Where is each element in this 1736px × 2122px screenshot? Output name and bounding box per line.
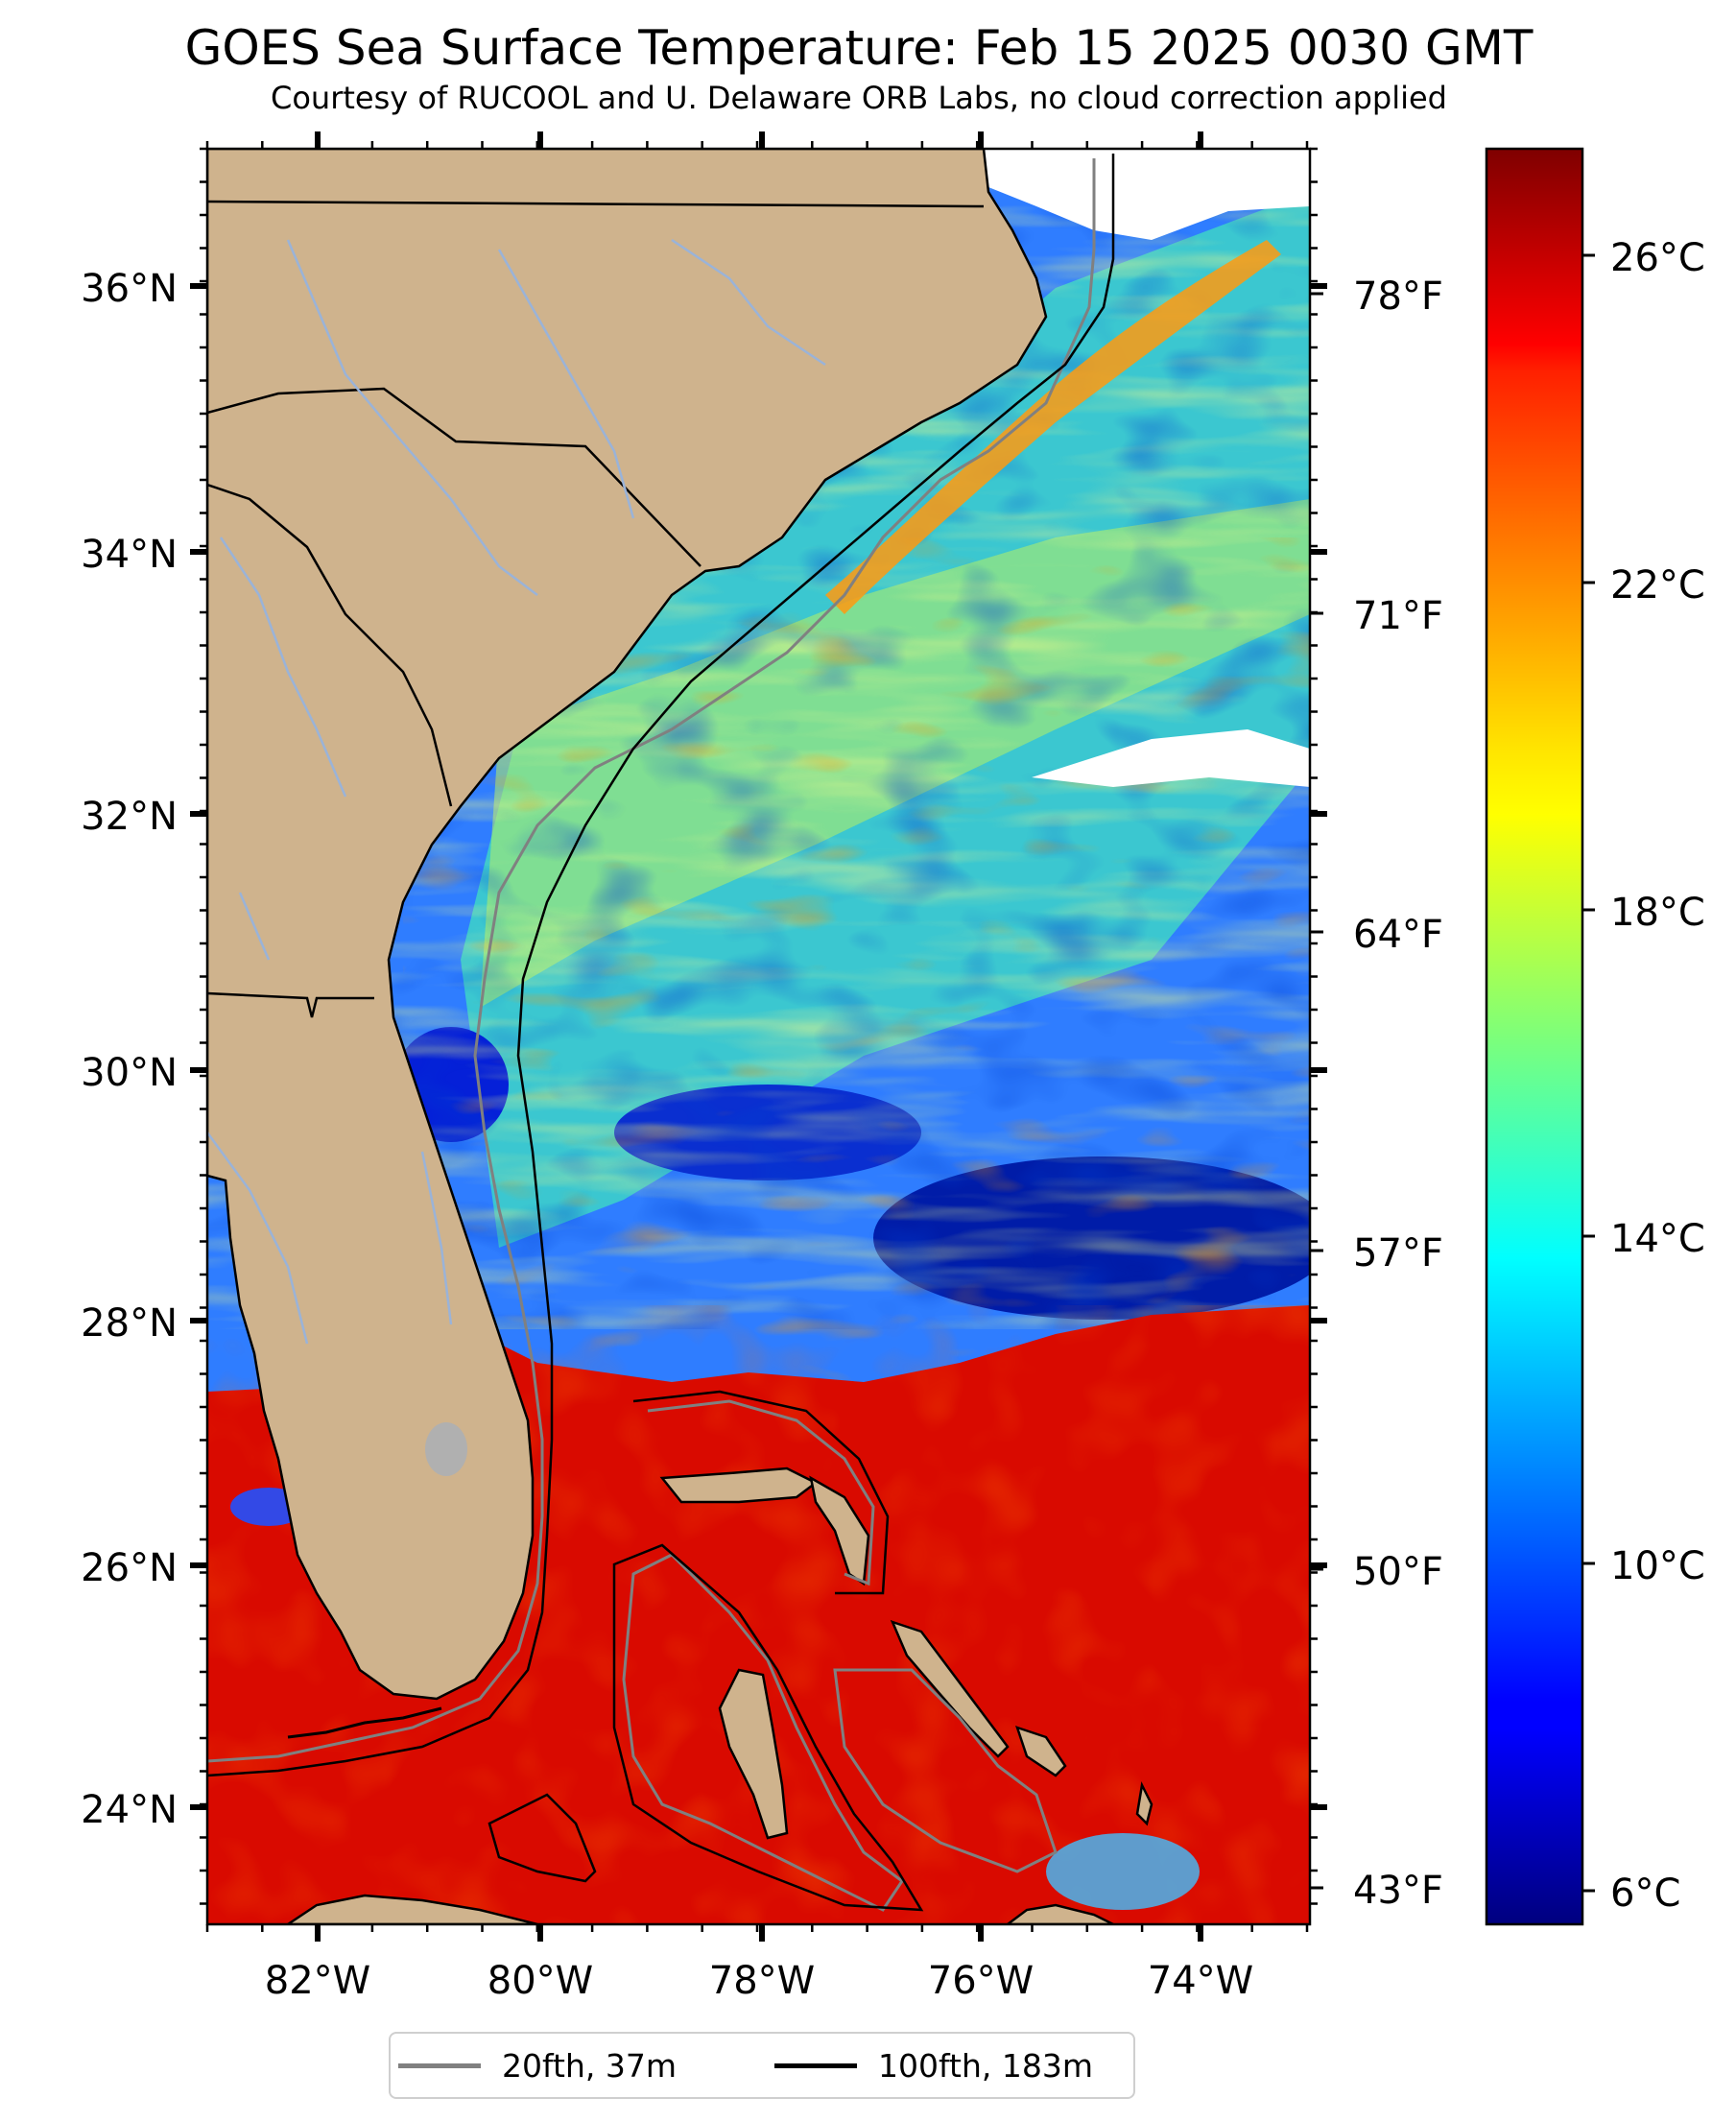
isobath-legend: 20fth, 37m 100fth, 183m (389, 2032, 1135, 2099)
land-cuba (285, 1894, 538, 1924)
lat-tick-label: 34°N (81, 533, 178, 577)
fahrenheit-tick-label: 71°F (1353, 594, 1443, 638)
colorbar-tick-label: 10°C (1610, 1544, 1705, 1588)
colorbar-gradient (1485, 147, 1584, 1926)
land-mainland (207, 149, 1048, 1701)
island-andros (718, 1668, 789, 1840)
gulfstream-core (825, 240, 1281, 614)
island-eleuthera (890, 1619, 1010, 1758)
lat-tick-label: 30°N (81, 1051, 178, 1095)
lon-tick-label: 74°W (1148, 1959, 1253, 2003)
lat-tick-label: 36°N (81, 267, 178, 311)
map-frame (205, 147, 1312, 1926)
lon-tick-label: 80°W (488, 1959, 593, 2003)
major-ticks (190, 131, 1327, 1942)
fahrenheit-tick-label: 78°F (1353, 274, 1443, 319)
lon-tick-label: 76°W (928, 1959, 1034, 2003)
fahrenheit-tick-label: 57°F (1353, 1231, 1443, 1276)
legend-swatch-100fth (774, 2062, 857, 2068)
no-data-north (984, 149, 1310, 240)
legend-item-100fth: 100fth, 183m (774, 2034, 1093, 2097)
colorbar-tick-label: 18°C (1610, 891, 1705, 935)
isobath-20fth-bahamas (622, 1399, 1058, 1912)
lat-tick-label: 28°N (81, 1301, 178, 1346)
lon-tick-label: 78°W (709, 1959, 815, 2003)
map-subtitle: Courtesy of RUCOOL and U. Delaware ORB L… (271, 80, 1447, 116)
colorbar-tick-label: 22°C (1610, 563, 1705, 608)
no-data-east (1032, 729, 1310, 787)
isobath-20fth-shelf (207, 158, 1096, 1763)
legend-label-20fth: 20fth, 37m (502, 2046, 677, 2085)
legend-label-100fth: 100fth, 183m (878, 2046, 1093, 2085)
fahrenheit-tick-label: 64°F (1353, 913, 1443, 957)
fahrenheit-tick-label: 43°F (1353, 1869, 1443, 1913)
lat-tick-label: 32°N (81, 795, 178, 839)
isobath-100fth-bahamas (488, 1390, 924, 1912)
lon-tick-label: 82°W (265, 1959, 370, 2003)
state-borders (207, 200, 985, 1018)
colorbar-tick-label: 14°C (1610, 1217, 1705, 1261)
colorbar-tick-label: 26°C (1610, 236, 1705, 280)
island-long (1135, 1781, 1153, 1826)
lat-tick-label: 24°N (81, 1788, 178, 1832)
florida-keys (287, 1706, 442, 1739)
lat-tick-label: 26°N (81, 1546, 178, 1590)
island-exuma (1015, 1726, 1067, 1777)
colorbar-ticks (1582, 253, 1595, 1893)
cool-patch-south (1046, 1833, 1200, 1910)
lake-okeechobee (425, 1422, 467, 1476)
rivers (207, 238, 826, 1345)
fahrenheit-tick-label: 50°F (1353, 1550, 1443, 1594)
map-title: GOES Sea Surface Temperature: Feb 15 202… (184, 20, 1534, 76)
land-cuba-east (1005, 1903, 1114, 1924)
island-grand-bahama (659, 1466, 819, 1504)
isobath-100fth-shelf (207, 154, 1115, 1777)
colorbar-tick-label: 6°C (1610, 1872, 1680, 1916)
legend-swatch-20fth (398, 2062, 481, 2068)
legend-item-20fth: 20fth, 37m (398, 2034, 677, 2097)
